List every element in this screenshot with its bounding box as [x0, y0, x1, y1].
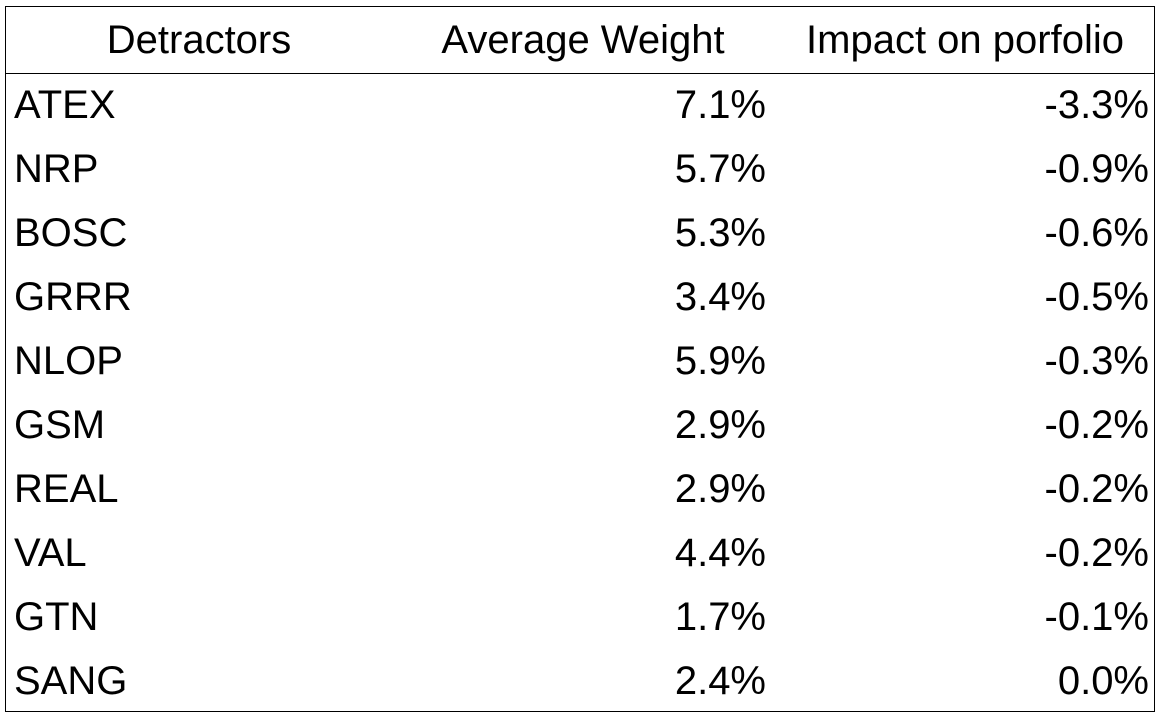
table-cell: ATEX	[14, 82, 116, 127]
table: Detractors Average Weight Impact on porf…	[5, 6, 1155, 712]
table-cell: SANG	[14, 658, 128, 703]
table-cell: 1.7%	[674, 594, 766, 639]
table-cell: -0.9%	[1044, 146, 1150, 191]
table-cell: -0.2%	[1044, 402, 1150, 447]
table-row: REAL 2.9% -0.2%	[6, 457, 1154, 521]
table-cell: -0.5%	[1044, 274, 1150, 319]
table-row: NLOP 5.9% -0.3%	[6, 329, 1154, 393]
table-cell: VAL	[14, 530, 87, 575]
table-row: VAL 4.4% -0.2%	[6, 521, 1154, 585]
table-cell: 2.9%	[674, 466, 766, 511]
table-row: NRP 5.7% -0.9%	[6, 137, 1154, 201]
table-cell: 5.7%	[674, 146, 766, 191]
table-cell: BOSC	[14, 210, 128, 255]
table-cell: GTN	[14, 594, 99, 639]
table-row: ATEX 7.1% -3.3%	[6, 73, 1154, 137]
table-cell: 2.9%	[674, 402, 766, 447]
table-cell: -0.6%	[1044, 210, 1150, 255]
table-row: GTN 1.7% -0.1%	[6, 585, 1154, 649]
table-row: GSM 2.9% -0.2%	[6, 393, 1154, 457]
table-row: BOSC 5.3% -0.6%	[6, 201, 1154, 265]
table-cell: GRRR	[14, 274, 132, 319]
table-cell: 4.4%	[674, 530, 766, 575]
table-row: GRRR 3.4% -0.5%	[6, 265, 1154, 329]
table-cell: -0.1%	[1044, 594, 1150, 639]
table-cell: 5.3%	[674, 210, 766, 255]
table-cell: NLOP	[14, 338, 123, 383]
table-cell: 5.9%	[674, 338, 766, 383]
table-cell: 2.4%	[674, 658, 766, 703]
table-cell: -0.3%	[1044, 338, 1150, 383]
table-cell: NRP	[14, 146, 99, 191]
table-cell: 3.4%	[674, 274, 766, 319]
table-cell: 0.0%	[1057, 658, 1149, 703]
table-cell: GSM	[14, 402, 106, 447]
header-cell: Impact on porfolio	[806, 17, 1124, 62]
header-cell: Detractors	[106, 17, 292, 62]
header-row: Detractors Average Weight Impact on porf…	[6, 7, 1154, 74]
table-cell: -3.3%	[1044, 82, 1150, 127]
table-cell: 7.1%	[674, 82, 766, 127]
table-cell: REAL	[14, 466, 119, 511]
table-cell: -0.2%	[1044, 530, 1150, 575]
table-row: SANG 2.4% 0.0%	[6, 649, 1154, 713]
header-cell: Average Weight	[441, 17, 725, 62]
table-cell: -0.2%	[1044, 466, 1150, 511]
